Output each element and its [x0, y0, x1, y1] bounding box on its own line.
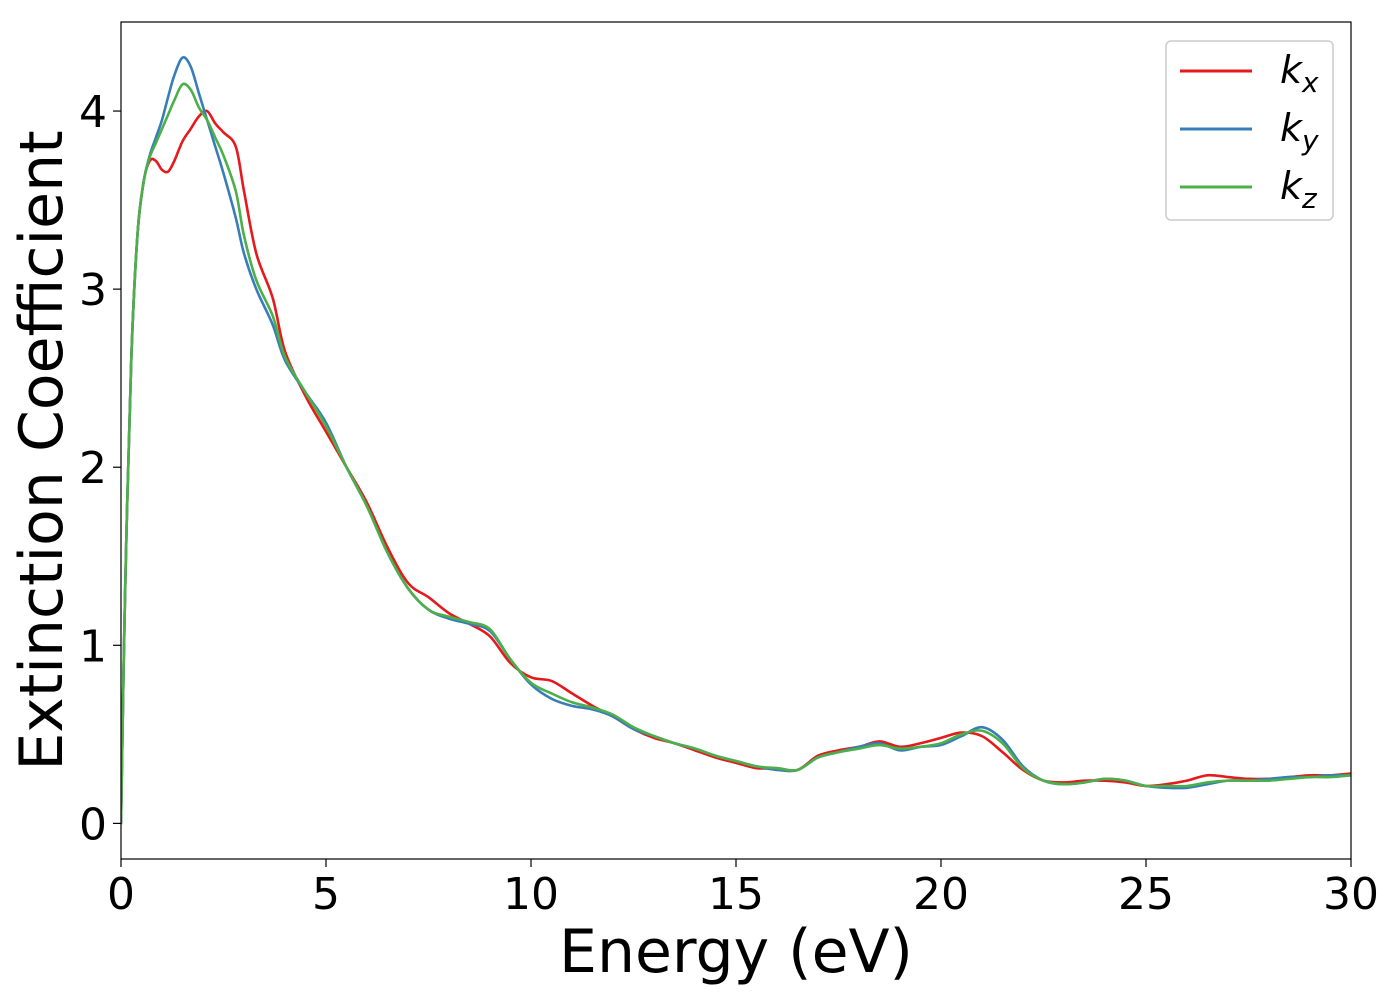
- x-tick-label: 20: [913, 869, 969, 920]
- legend-label-y: ky: [1280, 106, 1319, 157]
- series-line-z: [121, 82, 1351, 825]
- x-tick-label: 10: [503, 869, 559, 920]
- legend-label-subscript: z: [1301, 182, 1318, 215]
- legend-label-subscript: x: [1301, 66, 1319, 99]
- legend-label-x: kx: [1280, 48, 1319, 99]
- y-axis: 0 1 2 3 4: [79, 87, 121, 850]
- legend-label-z: kz: [1280, 164, 1318, 215]
- x-tick-label: 15: [708, 869, 764, 920]
- legend-label-main: k: [1280, 48, 1304, 92]
- y-tick-label: 4: [79, 87, 107, 138]
- x-tick-label: 30: [1323, 869, 1379, 920]
- x-tick-label: 5: [312, 869, 340, 920]
- y-tick-label: 3: [79, 265, 107, 316]
- legend-label-subscript: y: [1301, 124, 1319, 157]
- legend-label-main: k: [1280, 106, 1304, 150]
- x-tick-label: 0: [107, 869, 135, 920]
- y-tick-label: 0: [79, 799, 107, 850]
- y-tick-label: 2: [79, 443, 107, 494]
- y-tick-label: 1: [79, 621, 107, 672]
- legend-label-main: k: [1280, 164, 1304, 208]
- series-layer: [121, 56, 1351, 825]
- x-axis: 0 5 10 15 20 25 30: [107, 859, 1379, 920]
- y-axis-title: Extinction Coefficient: [7, 130, 77, 770]
- x-axis-title: Energy (eV): [559, 917, 913, 987]
- x-tick-label: 25: [1118, 869, 1174, 920]
